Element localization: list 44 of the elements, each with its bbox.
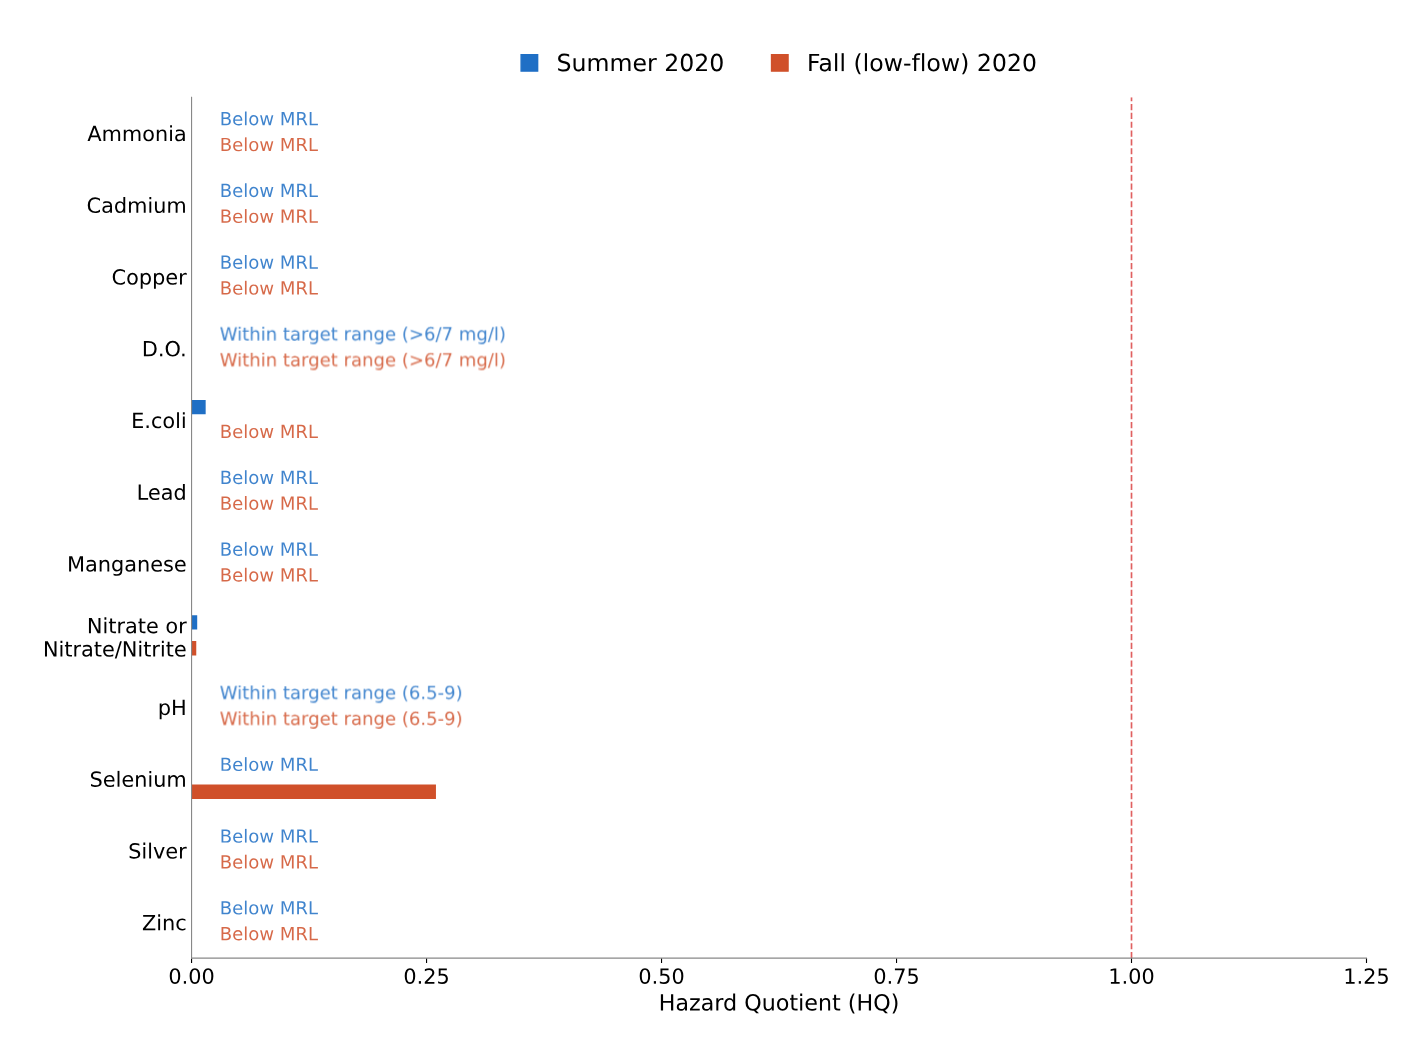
text: Within target range (6.5-9) [220,711,462,729]
text: Below MRL [221,111,318,126]
text: Below MRL [221,280,318,295]
y-tick-label: Copper [112,269,187,289]
y-tick-label: Silver [129,842,187,859]
x-tick-label: 0.25 [404,968,448,984]
y-tick-label: Ammonia [87,125,185,142]
text: Below MRL [221,496,318,510]
y-tick-label: Selenium [90,770,185,787]
legend-label: Summer 2020 [558,53,723,72]
y-tick-label: E.coli [133,412,185,429]
text: Within target range (>6/7 mg/l) [220,326,505,345]
text: Below MRL [221,183,318,198]
text: Below MRL [221,926,318,941]
x-tick-label: 1.25 [1345,968,1388,984]
x-tick-label: 0.00 [169,968,214,984]
text: Below MRL [221,567,318,582]
text: Within target range (>6/7 mg/l) [220,352,505,371]
x-axis-title: Hazard Quotient (HQ) [660,993,898,1014]
y-tick-label: D.O. [143,340,185,357]
bar [191,400,206,415]
x-tick-label: 1.00 [1110,968,1154,984]
text: Below MRL [221,209,318,224]
bar [191,784,436,799]
y-tick-label: Nitrate or Nitrate/Nitrite [44,617,187,659]
text: Below MRL [221,828,318,843]
text: Within target range (6.5-9) [220,685,462,703]
y-tick-label: Lead [138,483,185,501]
legend-label: Fall (low-flow) 2020 [809,53,1036,75]
y-tick-label: pH [159,699,185,720]
y-tick-label: Manganese [69,556,186,576]
text: Below MRL [221,900,318,915]
text: Below MRL [221,541,318,556]
text: Below MRL [221,757,318,772]
y-tick-label: Cadmium [87,196,185,214]
text: Below MRL [221,854,318,869]
bar [191,615,198,630]
text: Below MRL [221,254,318,269]
x-tick-label: 0.75 [874,968,918,984]
text: Below MRL [221,424,318,439]
text: Below MRL [221,470,318,485]
y-tick-label: Zinc [142,914,186,931]
text: Below MRL [221,137,318,152]
x-tick-label: 0.50 [639,968,684,984]
